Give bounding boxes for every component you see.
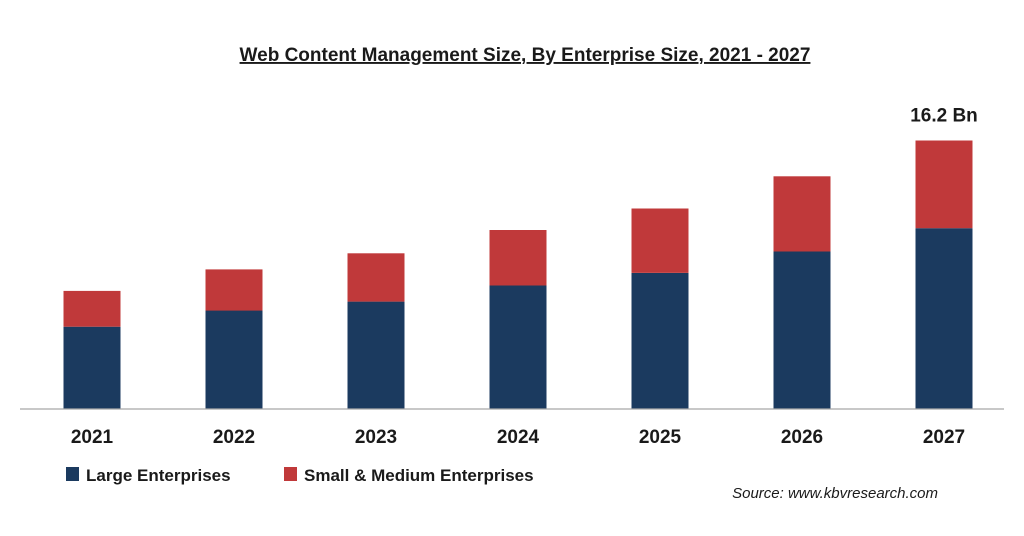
x-tick-label-2021: 2021	[71, 427, 114, 448]
x-tick-label-2024: 2024	[497, 427, 540, 448]
x-tick-label-2022: 2022	[213, 427, 255, 448]
legend: Large Enterprises Small & Medium Enterpr…	[66, 466, 534, 485]
source-attribution: Source: www.kbvresearch.com	[732, 485, 938, 502]
data-label-2027: 16.2 Bn	[910, 106, 978, 127]
chart-title: Web Content Management Size, By Enterpri…	[240, 45, 811, 66]
bar-large-enterprises-2021	[63, 326, 121, 409]
bar-large-enterprises-2024	[489, 285, 547, 409]
bar-small-and-medium-enterprises-2026	[773, 176, 831, 252]
bar-large-enterprises-2027	[915, 228, 973, 409]
bar-small-and-medium-enterprises-2024	[489, 230, 547, 286]
x-tick-labels: 2021 2022 2023 2024 2025 2026 2027	[71, 427, 965, 448]
legend-swatch-small-medium-enterprises	[284, 467, 297, 481]
x-tick-label-2027: 2027	[923, 427, 965, 448]
bar-large-enterprises-2025	[631, 273, 689, 409]
legend-label-small-medium-enterprises: Small & Medium Enterprises	[304, 466, 534, 485]
bar-large-enterprises-2026	[773, 251, 831, 409]
bars-group	[63, 140, 973, 409]
legend-label-large-enterprises: Large Enterprises	[86, 466, 231, 485]
x-tick-label-2026: 2026	[781, 427, 823, 448]
bar-small-and-medium-enterprises-2022	[205, 269, 263, 311]
bar-small-and-medium-enterprises-2027	[915, 140, 973, 229]
x-tick-label-2023: 2023	[355, 427, 397, 448]
bar-large-enterprises-2023	[347, 301, 405, 409]
bar-large-enterprises-2022	[205, 310, 263, 409]
data-labels: 16.2 Bn	[910, 106, 978, 127]
bar-small-and-medium-enterprises-2023	[347, 253, 405, 302]
bar-small-and-medium-enterprises-2021	[63, 290, 121, 327]
bar-small-and-medium-enterprises-2025	[631, 208, 689, 273]
x-tick-label-2025: 2025	[639, 427, 682, 448]
legend-swatch-large-enterprises	[66, 467, 79, 481]
